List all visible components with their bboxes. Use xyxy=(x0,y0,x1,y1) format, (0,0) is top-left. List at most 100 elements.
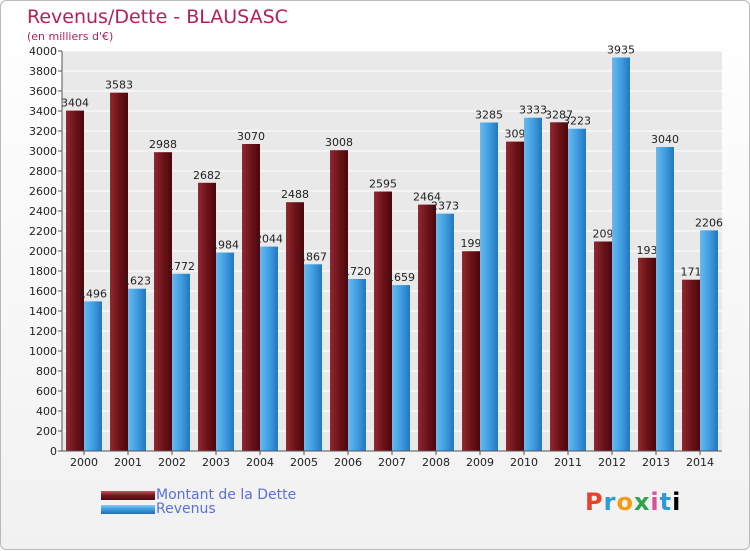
x-tick-label: 2013 xyxy=(642,456,670,469)
data-label-debt: 3287 xyxy=(545,108,573,121)
data-label-revenue: 3223 xyxy=(563,115,591,128)
x-tick-label: 2007 xyxy=(378,456,406,469)
chart-title: Revenus/Dette - BLAUSASC xyxy=(27,6,288,28)
data-label-revenue: 3935 xyxy=(607,44,635,57)
y-tick-label: 3400 xyxy=(29,105,57,118)
bar-debt xyxy=(594,241,612,451)
data-label-revenue: 1659 xyxy=(387,271,415,284)
y-tick-label: 3600 xyxy=(29,85,57,98)
data-label-debt: 3008 xyxy=(325,136,353,149)
bar-debt xyxy=(286,202,304,451)
bar-debt xyxy=(154,152,172,451)
legend-label-revenue: Revenus xyxy=(156,501,216,517)
data-label-revenue: 3040 xyxy=(651,133,679,146)
y-tick-label: 600 xyxy=(36,385,57,398)
data-label-revenue: 1720 xyxy=(343,265,371,278)
y-tick-label: 2400 xyxy=(29,205,57,218)
data-label-revenue: 2206 xyxy=(695,216,723,229)
x-tick-label: 2006 xyxy=(334,456,362,469)
y-tick-label: 400 xyxy=(36,405,57,418)
bar-debt xyxy=(506,141,524,451)
x-tick-label: 2008 xyxy=(422,456,450,469)
bar-debt xyxy=(638,257,656,451)
data-label-debt: 2464 xyxy=(413,191,441,204)
y-tick-label: 0 xyxy=(50,445,57,458)
bar-revenue xyxy=(260,246,278,451)
data-label-debt: 3583 xyxy=(105,79,133,92)
data-label-debt: 209 xyxy=(593,228,614,241)
bar-debt xyxy=(110,92,128,451)
y-tick-label: 4000 xyxy=(29,45,57,58)
bar-debt xyxy=(462,251,480,451)
x-tick-label: 2005 xyxy=(290,456,318,469)
bar-revenue xyxy=(436,213,454,451)
x-tick-label: 2010 xyxy=(510,456,538,469)
x-tick-label: 2014 xyxy=(686,456,714,469)
chart-subtitle: (en milliers d'€) xyxy=(27,30,114,43)
bar-debt xyxy=(418,204,436,451)
y-tick-label: 3800 xyxy=(29,65,57,78)
data-label-revenue: 2044 xyxy=(255,233,283,246)
y-tick-label: 1000 xyxy=(29,345,57,358)
data-label-debt: 2988 xyxy=(149,138,177,151)
y-tick-label: 2800 xyxy=(29,165,57,178)
bar-revenue xyxy=(612,57,630,451)
data-label-revenue: 3333 xyxy=(519,104,547,117)
data-label-revenue: 1623 xyxy=(123,275,151,288)
proxiti-logo: Proxiti xyxy=(585,488,682,516)
y-tick-label: 2000 xyxy=(29,245,57,258)
bar-revenue xyxy=(480,122,498,451)
data-label-debt: 2488 xyxy=(281,188,309,201)
bar-revenue xyxy=(216,252,234,451)
bar-revenue xyxy=(128,288,146,451)
bar-revenue xyxy=(84,301,102,451)
bar-debt xyxy=(66,110,84,451)
bar-debt xyxy=(374,191,392,451)
data-label-debt: 3070 xyxy=(237,130,265,143)
data-label-debt: 2682 xyxy=(193,169,221,182)
bar-revenue xyxy=(524,117,542,451)
legend-swatch-debt xyxy=(101,491,155,500)
bar-revenue xyxy=(700,230,718,451)
legend-swatch-revenue xyxy=(101,505,155,514)
x-tick-label: 2004 xyxy=(246,456,274,469)
bar-debt xyxy=(550,122,568,452)
y-tick-label: 2200 xyxy=(29,225,57,238)
x-tick-label: 2001 xyxy=(114,456,142,469)
y-tick-label: 1200 xyxy=(29,325,57,338)
x-tick-label: 2009 xyxy=(466,456,494,469)
data-label-revenue: 3285 xyxy=(475,109,503,122)
y-tick-label: 800 xyxy=(36,365,57,378)
y-tick-label: 1800 xyxy=(29,265,57,278)
bar-revenue xyxy=(568,128,586,451)
bar-revenue xyxy=(656,147,674,451)
data-label-debt: 193 xyxy=(637,244,658,257)
y-tick-label: 1400 xyxy=(29,305,57,318)
data-label-revenue: 1772 xyxy=(167,260,195,273)
y-tick-label: 1600 xyxy=(29,285,57,298)
data-label-debt: 3404 xyxy=(61,97,89,110)
x-tick-label: 2003 xyxy=(202,456,230,469)
bar-revenue xyxy=(392,285,410,451)
bar-debt xyxy=(198,182,216,452)
y-tick-label: 200 xyxy=(36,425,57,438)
data-label-revenue: 2373 xyxy=(431,200,459,213)
data-label-debt: 309 xyxy=(505,128,526,141)
bar-revenue xyxy=(172,273,190,451)
legend-label-debt: Montant de la Dette xyxy=(156,487,297,503)
data-label-revenue: 1984 xyxy=(211,239,239,252)
x-tick-label: 2000 xyxy=(70,456,98,469)
bar-debt xyxy=(242,144,260,451)
y-tick-label: 3000 xyxy=(29,145,57,158)
bar-revenue xyxy=(348,279,366,451)
x-tick-label: 2002 xyxy=(158,456,186,469)
data-label-debt: 2595 xyxy=(369,178,397,191)
bar-debt xyxy=(682,279,700,451)
y-tick-label: 3200 xyxy=(29,125,57,138)
y-tick-label: 2600 xyxy=(29,185,57,198)
data-label-revenue: 1496 xyxy=(79,287,107,300)
x-tick-label: 2011 xyxy=(554,456,582,469)
data-label-debt: 199 xyxy=(461,237,482,250)
bar-debt xyxy=(330,150,348,451)
